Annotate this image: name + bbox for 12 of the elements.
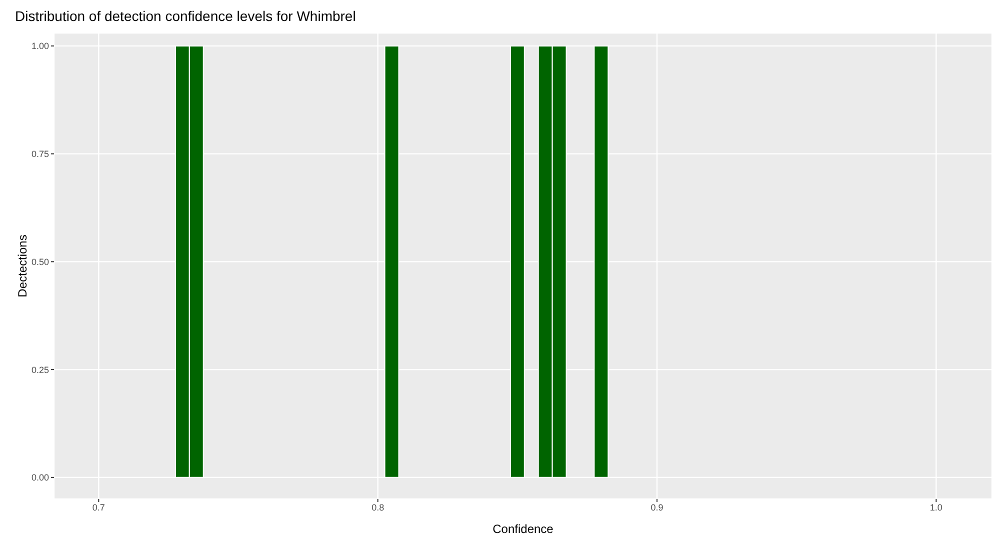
y-axis-title: Dectections: [15, 234, 30, 298]
x-tick-label: 0.7: [92, 502, 105, 512]
y-tick-label: 1.00: [31, 41, 49, 52]
x-tick-label: 0.9: [650, 502, 664, 512]
x-axis-title: Confidence: [492, 522, 554, 536]
y-tick-label: 0.50: [31, 256, 49, 267]
y-tick-label: 0.25: [31, 364, 49, 375]
y-tick-label: 0.00: [31, 472, 49, 483]
x-tick-label: 1.0: [930, 502, 942, 512]
chart-title: Distribution of detection confidence levels for Whimbrel: [15, 8, 356, 24]
y-tick-label: 0.75: [31, 149, 49, 160]
x-tick-label: 0.8: [372, 502, 384, 512]
